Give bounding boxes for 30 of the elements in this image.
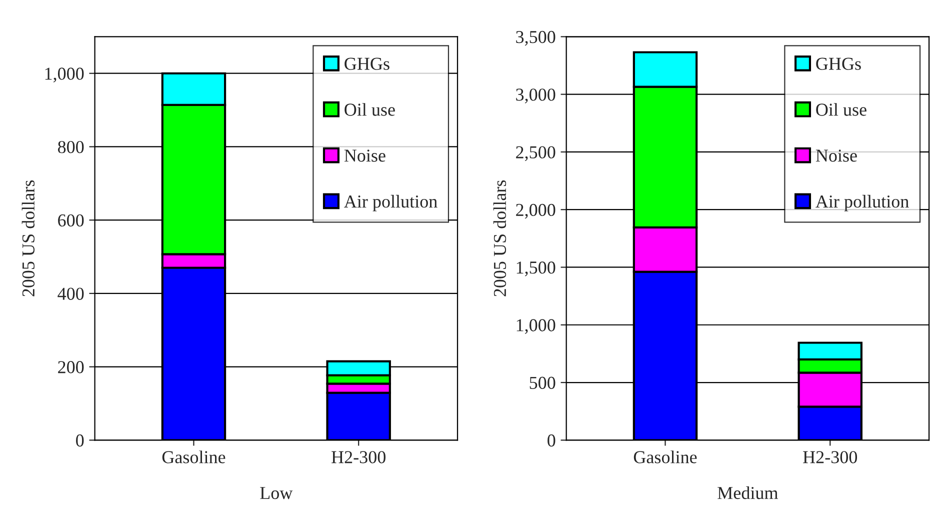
y-tick-label: 2,000 <box>516 204 556 219</box>
y-tick-label: 0 <box>76 434 84 447</box>
y-axis-title: 2005 US dollars <box>493 180 506 296</box>
legend-label: Oil use <box>816 103 866 116</box>
y-tick-label: 800 <box>58 140 84 154</box>
y-tick-label: 500 <box>530 376 556 389</box>
legend-label: Noise <box>816 150 857 162</box>
legend-label: Air pollution <box>816 194 909 212</box>
y-tick-label: 3,500 <box>516 30 556 46</box>
legend-label: Air pollution <box>344 194 438 212</box>
y-tick-label: 0 <box>548 434 556 447</box>
legend-label: GHGs <box>344 58 390 70</box>
y-tick-label: 400 <box>58 288 84 300</box>
y-tick-label: 1,000 <box>45 68 84 82</box>
y-tick-label: 1,500 <box>516 261 556 276</box>
y-tick-label: 3,000 <box>516 88 556 104</box>
legend-label: Oil use <box>344 103 395 116</box>
legend-label: Noise <box>344 150 386 162</box>
y-axis-title: 2005 US dollars <box>22 180 35 296</box>
y-tick-label: 200 <box>58 361 84 374</box>
x-tick-label: Gasoline <box>634 450 697 464</box>
x-tick-label: H2-300 <box>332 451 386 464</box>
x-tick-label: Gasoline <box>162 450 226 464</box>
x-tick-label: H2-300 <box>803 451 858 464</box>
y-tick-label: 2,500 <box>516 146 556 161</box>
x-axis-title: Medium <box>718 486 778 500</box>
x-axis-title: Low <box>260 487 293 500</box>
y-tick-label: 1,000 <box>516 319 556 334</box>
y-tick-label: 600 <box>58 214 84 227</box>
legend-label: GHGs <box>816 58 861 70</box>
